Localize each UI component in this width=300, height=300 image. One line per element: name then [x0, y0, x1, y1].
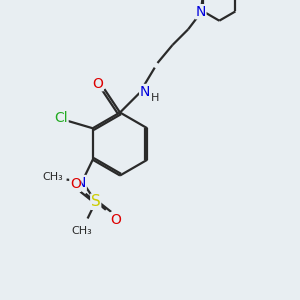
Text: O: O — [92, 77, 103, 91]
Text: N: N — [76, 176, 86, 190]
Text: N: N — [140, 85, 150, 98]
Text: Cl: Cl — [54, 111, 68, 125]
Text: O: O — [111, 213, 122, 227]
Text: N: N — [196, 5, 206, 19]
Text: S: S — [91, 194, 100, 209]
Text: CH₃: CH₃ — [42, 172, 63, 182]
Text: O: O — [70, 177, 81, 191]
Text: H: H — [151, 93, 159, 103]
Text: CH₃: CH₃ — [72, 226, 93, 236]
